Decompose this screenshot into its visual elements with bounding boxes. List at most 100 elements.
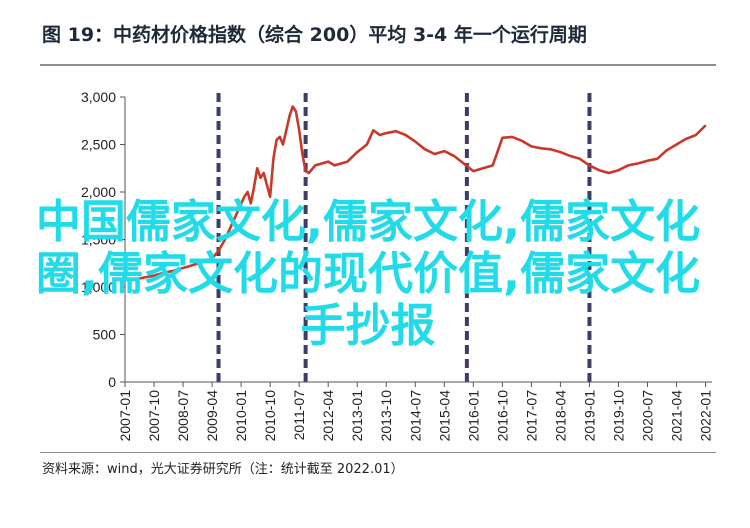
series-point <box>308 172 310 174</box>
series-point <box>133 278 136 281</box>
series-point <box>211 257 213 260</box>
series-point <box>320 162 323 165</box>
series-point <box>301 153 304 155</box>
series-point <box>378 134 381 136</box>
x-tick-label: 2008-07 <box>175 390 191 442</box>
series-point <box>637 162 639 165</box>
series-point <box>327 160 329 163</box>
series-point <box>162 271 165 274</box>
series-point <box>617 169 620 171</box>
series-point <box>182 267 184 269</box>
series-point <box>695 134 697 136</box>
series-point <box>333 164 336 167</box>
series-point <box>285 129 288 132</box>
series-point <box>424 148 426 151</box>
series-point <box>230 224 233 227</box>
series-point <box>549 148 552 151</box>
title-divider <box>40 64 716 66</box>
series-point <box>404 134 407 136</box>
series-point <box>520 139 523 142</box>
series-point <box>246 191 249 193</box>
series-point <box>256 167 259 170</box>
series-layer <box>124 105 707 282</box>
series-point <box>607 172 610 174</box>
source-divider <box>40 452 716 453</box>
x-tick-label: 2012-04 <box>320 390 336 442</box>
y-tick-label: 2,000 <box>81 184 116 200</box>
x-tick-label: 2017-07 <box>523 390 539 442</box>
series-point <box>275 138 278 141</box>
series-point <box>559 151 562 153</box>
series-point <box>217 250 220 252</box>
series-point <box>588 164 591 167</box>
x-tick-label: 2007-01 <box>117 390 133 442</box>
series-point <box>372 129 375 132</box>
source-note: 资料来源：wind，光大证券研究所（注：统计截至 2022.01） <box>42 462 404 477</box>
series-point <box>569 155 571 157</box>
x-tick-label: 2019-10 <box>610 390 626 442</box>
series-point <box>295 110 297 113</box>
x-tick-label: 2007-10 <box>146 390 162 442</box>
x-tick-label: 2020-07 <box>639 390 655 442</box>
series-point <box>124 279 126 281</box>
x-tick-label: 2013-10 <box>378 390 394 442</box>
series-point <box>262 172 265 174</box>
series-point <box>511 136 513 138</box>
series-point <box>153 274 155 277</box>
series-point <box>304 170 307 172</box>
series-point <box>269 195 271 198</box>
series-point <box>666 149 668 151</box>
series-line <box>124 105 707 282</box>
series-point <box>259 176 262 179</box>
series-point <box>279 136 281 138</box>
series-point <box>340 162 342 165</box>
x-tick-label: 2014-07 <box>407 390 423 442</box>
x-tick-label: 2010-10 <box>262 390 278 442</box>
series-point <box>272 157 275 160</box>
x-tick-label: 2016-01 <box>465 390 481 442</box>
axes <box>120 96 712 387</box>
x-tick-label: 2013-01 <box>349 390 365 442</box>
series-point <box>282 143 284 146</box>
series-point <box>191 264 194 266</box>
series-point <box>288 115 291 117</box>
series-point <box>366 143 368 146</box>
series-point <box>482 167 484 170</box>
series-point <box>656 157 658 160</box>
series-point <box>224 238 226 241</box>
y-tick-label: 3,000 <box>81 89 116 105</box>
series-point <box>433 153 436 155</box>
series-point <box>291 105 294 108</box>
x-tick-label: 2016-10 <box>494 390 510 442</box>
x-tick-label: 2019-01 <box>581 390 597 442</box>
series-point <box>356 151 359 153</box>
series-point <box>346 160 349 163</box>
series-point <box>253 186 255 189</box>
series-point <box>237 210 239 212</box>
y-tick-label: 2,500 <box>81 137 116 153</box>
series-point <box>598 169 600 171</box>
y-tick-label: 500 <box>93 327 117 343</box>
x-tick-label: 2018-04 <box>552 390 568 442</box>
series-point <box>298 129 300 132</box>
series-point <box>462 162 465 165</box>
series-point <box>201 261 204 264</box>
chart-title: 图 19：中药材价格指数（综合 200）平均 3-4 年一个运行周期 <box>42 24 587 46</box>
series-point <box>501 137 504 139</box>
series-point <box>314 164 317 167</box>
x-tick-label: 2021-04 <box>669 390 685 442</box>
series-point <box>249 202 252 205</box>
series-point <box>385 132 388 134</box>
series-point <box>578 157 581 160</box>
x-tick-label: 2015-04 <box>436 390 452 442</box>
series-point <box>472 170 475 172</box>
series-point <box>443 150 446 152</box>
series-point <box>627 164 629 167</box>
series-point <box>685 138 687 140</box>
series-point <box>540 147 542 150</box>
x-tick-label: 2009-04 <box>204 390 220 442</box>
y-tick-label: 0 <box>108 374 116 390</box>
series-point <box>172 270 175 272</box>
series-point <box>704 124 707 127</box>
